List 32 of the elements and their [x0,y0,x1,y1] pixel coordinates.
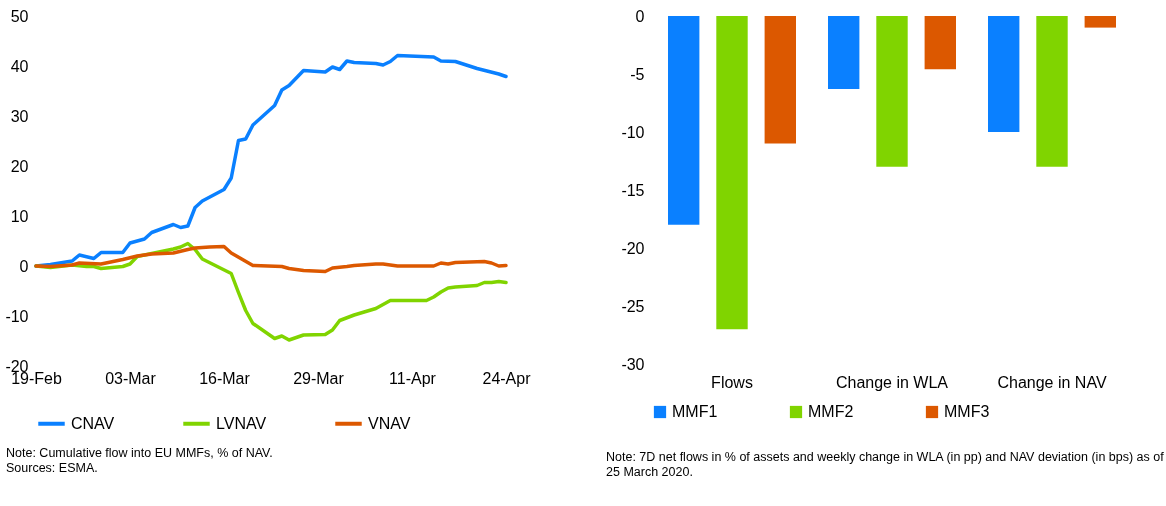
y-tick-label: -25 [621,297,645,315]
x-tick-label: 16-Mar [199,369,251,387]
source-note: Sources: ESMA. [6,461,99,476]
legend-label: MMF3 [944,403,990,420]
y-tick-label: 0 [635,7,645,25]
y-tick-label: 0 [19,257,29,275]
y-tick-label: -10 [621,123,645,141]
x-tick-label: 29-Mar [293,369,345,387]
y-tick-label: -10 [5,307,29,325]
y-tick-label: 30 [10,107,29,125]
x-tick-label: Change in WLA [835,373,949,391]
y-tick-label: 50 [10,7,29,25]
y-tick-label: 10 [10,207,29,225]
text: Note: Cumulative flow into EU MMFs, % of NAV. [6,446,274,461]
y-tick-label: -20 [621,239,645,257]
x-tick-label: Flows [711,373,753,391]
y-tick-label: -30 [621,355,645,373]
legend-label: VNAV [368,414,411,432]
legend-label: CNAV [71,414,115,432]
legend-label: MMF2 [808,403,854,420]
legend-label: LVNAV [216,414,267,432]
y-tick-label: 20 [10,157,29,175]
legend-label: MMF1 [672,403,718,420]
x-tick-label: 24-Apr [482,369,532,387]
text: Note: 7D net flows in % of assets and weekly change in WLA (in pp) and NAV deviation (in bps) as of 25 March 2020. [606,450,1165,480]
y-tick-label: 40 [10,57,29,75]
x-tick-label: Change in NAV [997,373,1107,391]
y-tick-label: -5 [630,65,645,83]
x-tick-label: 11-Apr [389,369,437,387]
x-tick-label: 03-Mar [105,369,157,387]
y-tick-label: -15 [621,181,645,199]
line-series [34,244,508,274]
